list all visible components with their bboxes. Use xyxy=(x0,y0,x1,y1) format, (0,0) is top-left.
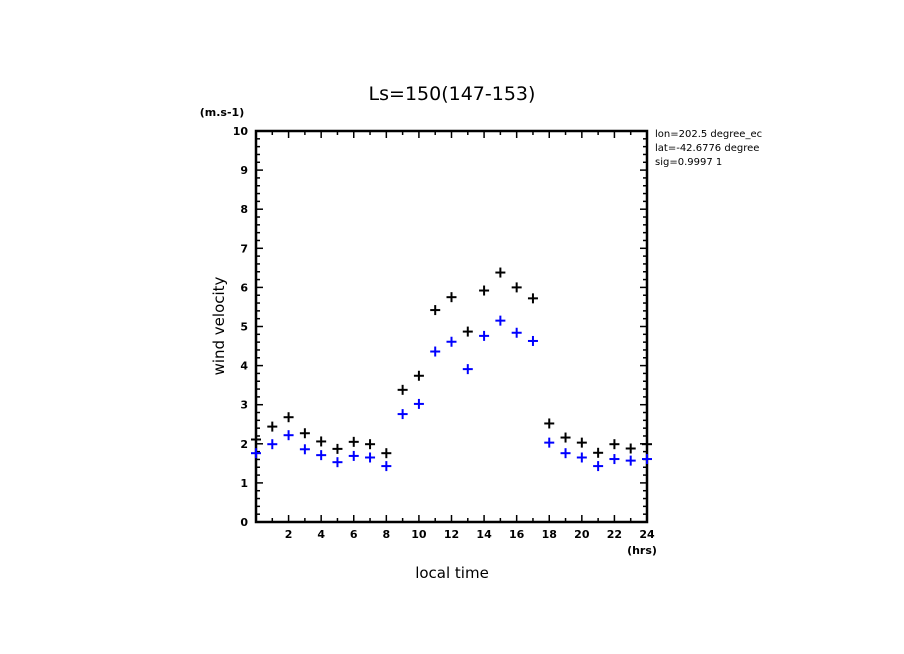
point-blue xyxy=(625,455,636,466)
point-black xyxy=(365,439,376,450)
y-tick-label: 8 xyxy=(240,203,248,216)
point-black xyxy=(430,305,441,316)
point-blue xyxy=(560,448,571,459)
x-tick-label: 8 xyxy=(383,528,391,541)
annotation-box: lon=202.5 degree_ec lat=-42.6776 degree … xyxy=(655,129,762,168)
point-blue xyxy=(332,457,343,468)
point-black xyxy=(462,326,473,337)
y-tick-label: 0 xyxy=(240,516,248,529)
annotation-lon: lon=202.5 degree_ec xyxy=(655,129,762,140)
point-black xyxy=(511,282,522,293)
point-black xyxy=(642,439,652,450)
y-tick-label: 9 xyxy=(240,164,248,177)
point-blue xyxy=(609,454,620,465)
y-tick-label: 6 xyxy=(240,281,248,294)
point-blue xyxy=(495,315,506,326)
point-blue xyxy=(397,409,408,420)
x-tick-label: 14 xyxy=(476,528,492,541)
x-tick-label: 10 xyxy=(411,528,427,541)
point-black xyxy=(495,267,506,278)
point-black xyxy=(251,434,261,445)
x-tick-label: 16 xyxy=(509,528,525,541)
x-tick-label: 24 xyxy=(639,528,655,541)
y-unit-label: (m.s-1) xyxy=(200,106,244,119)
y-tick-labels: 0 1 2 3 4 5 6 7 8 9 10 xyxy=(233,125,249,529)
series-blue xyxy=(251,315,652,472)
point-black xyxy=(446,292,457,303)
y-tick-label: 10 xyxy=(233,125,249,138)
point-black xyxy=(413,370,424,381)
point-black xyxy=(299,428,310,439)
y-tick-label: 1 xyxy=(240,477,248,490)
point-blue xyxy=(446,336,457,347)
x-tick-label: 20 xyxy=(574,528,590,541)
x-tick-label: 22 xyxy=(607,528,622,541)
point-black xyxy=(576,437,587,448)
point-black xyxy=(348,436,359,447)
point-black xyxy=(267,421,278,432)
series-black xyxy=(251,267,652,459)
y-axis-label: wind velocity xyxy=(210,276,228,375)
x-tick-label: 2 xyxy=(285,528,293,541)
x-tick-label: 18 xyxy=(542,528,557,541)
data-points xyxy=(251,267,652,472)
point-black xyxy=(479,285,490,296)
chart-title: Ls=150(147-153) xyxy=(369,83,536,105)
point-blue xyxy=(267,439,278,450)
point-blue xyxy=(462,364,473,375)
point-blue xyxy=(430,346,441,357)
y-tick-label: 4 xyxy=(240,360,248,373)
point-blue xyxy=(544,437,555,448)
point-black xyxy=(397,384,408,395)
point-blue xyxy=(365,452,376,463)
point-blue xyxy=(413,398,424,409)
point-blue xyxy=(511,327,522,338)
point-black xyxy=(332,443,343,454)
y-tick-label: 3 xyxy=(240,399,248,412)
point-blue xyxy=(251,448,261,459)
point-blue xyxy=(593,461,604,472)
point-blue xyxy=(299,444,310,455)
point-black xyxy=(593,447,604,458)
x-axis-label: local time xyxy=(415,564,489,582)
x-tick-label: 4 xyxy=(317,528,325,541)
point-blue xyxy=(283,430,294,441)
point-black xyxy=(527,293,538,304)
annotation-sig: sig=0.9997 1 xyxy=(655,157,722,168)
point-blue xyxy=(642,454,652,465)
plot-frame xyxy=(254,129,649,524)
point-blue xyxy=(576,452,587,463)
annotation-lat: lat=-42.6776 degree xyxy=(655,143,759,154)
point-black xyxy=(609,439,620,450)
y-tick-label: 5 xyxy=(240,321,248,334)
point-black xyxy=(625,443,636,454)
point-blue xyxy=(348,450,359,461)
point-blue xyxy=(527,335,538,346)
y-tick-label: 2 xyxy=(240,438,248,451)
x-tick-label: 6 xyxy=(350,528,358,541)
point-blue xyxy=(381,461,392,472)
plot-border xyxy=(254,129,649,524)
x-unit-label: (hrs) xyxy=(627,544,657,557)
point-black xyxy=(544,418,555,429)
point-black xyxy=(316,436,327,447)
x-tick-labels: 2 4 6 8 10 12 14 16 18 20 22 24 xyxy=(285,528,655,541)
x-tick-label: 12 xyxy=(444,528,459,541)
point-black xyxy=(381,448,392,459)
point-blue xyxy=(479,330,490,341)
point-blue xyxy=(316,450,327,461)
point-black xyxy=(560,432,571,443)
point-black xyxy=(283,412,294,423)
y-tick-label: 7 xyxy=(240,242,248,255)
